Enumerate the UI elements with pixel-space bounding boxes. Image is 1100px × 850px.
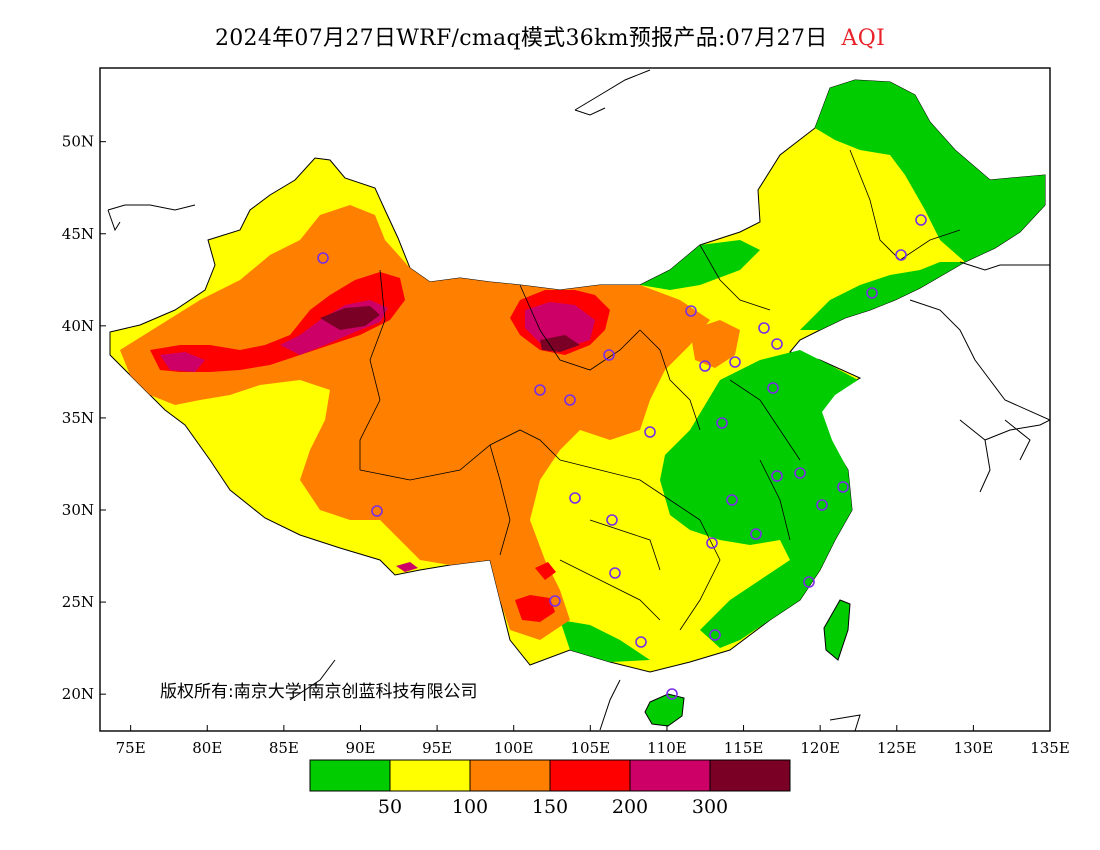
colorbar-label: 300 (692, 796, 728, 818)
station-marker (709, 629, 721, 641)
lat-tick-label: 40N (62, 317, 94, 335)
lon-tick-label: 80E (192, 739, 222, 757)
colorbar-swatch (309, 759, 391, 792)
aqi-colorbar: 50 100 150 200 300 (309, 759, 791, 818)
station-marker (771, 338, 783, 350)
zone-unhealthy-yunnan2 (535, 562, 556, 580)
station-marker (729, 356, 741, 368)
station-marker (794, 467, 806, 479)
lat-tick-label: 30N (62, 501, 94, 519)
station-marker (803, 576, 815, 588)
lat-tick-label: 50N (62, 133, 94, 151)
station-marker (915, 214, 927, 226)
station-marker (816, 499, 828, 511)
colorbar-swatch (709, 759, 791, 792)
colorbar-label: 200 (612, 796, 648, 818)
zone-very-unhealthy-alxa (525, 302, 595, 348)
station-marker (895, 249, 907, 261)
station-marker (609, 567, 621, 579)
station-marker (569, 492, 581, 504)
copyright-text: 版权所有:南京大学|南京创蓝科技有限公司 (160, 682, 477, 702)
lon-axis: 75E 80E 85E 90E 95E 100E 105E 110E 115E 120E 125E 1… (116, 725, 1070, 757)
lat-tick-label: 45N (62, 225, 94, 243)
station-marker (549, 595, 561, 607)
lon-tick-label: 85E (269, 739, 299, 757)
colorbar-swatch (549, 759, 631, 792)
taiwan-island (823, 599, 851, 661)
zone-unhealthy-tarim (150, 272, 405, 372)
title-main: 2024年07月27日WRF/cmaq模式36km预报产品:07月27日 (214, 26, 828, 51)
lon-tick-label: 115E (724, 739, 764, 757)
lon-tick-label: 135E (1030, 739, 1070, 757)
colorbar-swatch (469, 759, 551, 792)
station-marker (666, 688, 678, 700)
zone-good-south (560, 620, 650, 662)
zone-very-unhealthy-tibet (396, 562, 418, 572)
zone-good-liaoning (800, 262, 965, 330)
station-marker (758, 322, 770, 334)
lat-tick-label: 20N (62, 685, 94, 703)
lon-tick-label: 105E (571, 739, 611, 757)
lon-tick-label: 110E (647, 739, 687, 757)
station-marker (317, 252, 329, 264)
station-marker (534, 384, 546, 396)
zone-unhealthy-yunnan (515, 595, 555, 622)
lon-tick-label: 90E (345, 739, 375, 757)
zone-hazardous-alxa (540, 335, 580, 352)
station-marker (837, 481, 849, 493)
station-marker (603, 349, 615, 361)
zone-good-northeast (815, 80, 1045, 262)
lon-tick-label: 75E (116, 739, 146, 757)
zone-good-innermongolia (640, 240, 760, 290)
colorbar-swatch (629, 759, 711, 792)
station-marker (771, 470, 783, 482)
station-marker (644, 426, 656, 438)
lon-tick-label: 120E (800, 739, 840, 757)
map-frame (99, 67, 1051, 732)
title-variable: AQI (841, 26, 886, 51)
station-marker (699, 360, 711, 372)
hainan-island (644, 693, 685, 727)
lat-axis: 20N 25N 30N 35N 40N 45N 50N (62, 133, 106, 703)
zone-good-east (660, 350, 858, 648)
station-marker (685, 305, 697, 317)
zone-sensitive-hebei (690, 320, 740, 368)
station-marker (371, 505, 383, 517)
colorbar-label: 150 (532, 796, 568, 818)
lon-tick-label: 130E (954, 739, 994, 757)
station-markers (317, 214, 927, 700)
lon-tick-label: 95E (422, 739, 452, 757)
colorbar-label: 50 (378, 796, 402, 818)
zone-hazardous-tarim (320, 306, 380, 330)
lon-tick-label: 125E (877, 739, 917, 757)
zone-sensitive-tibet-south (400, 455, 480, 545)
map-field: 版权所有:南京大学|南京创蓝科技有限公司 (107, 69, 1050, 731)
station-marker (635, 636, 647, 648)
map-title: 2024年07月27日WRF/cmaq模式36km预报产品:07月27日 AQI (0, 20, 1100, 52)
station-marker (564, 394, 576, 406)
station-marker (606, 514, 618, 526)
province-boundaries (359, 149, 961, 631)
lat-tick-label: 25N (62, 593, 94, 611)
station-marker (716, 417, 728, 429)
station-marker (726, 494, 738, 506)
lon-tick-label: 100E (494, 739, 534, 757)
station-marker (706, 537, 718, 549)
station-marker (750, 528, 762, 540)
colorbar-swatch (389, 759, 471, 792)
zone-very-unhealthy-tarim (160, 352, 205, 372)
station-marker (866, 287, 878, 299)
neighbor-coastlines (107, 69, 1050, 731)
colorbar-label: 100 (452, 796, 488, 818)
station-marker (767, 382, 779, 394)
lat-tick-label: 35N (62, 409, 94, 427)
